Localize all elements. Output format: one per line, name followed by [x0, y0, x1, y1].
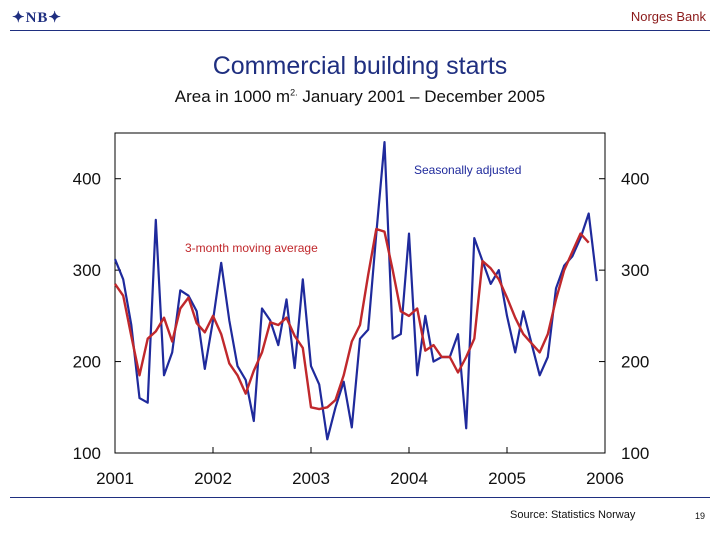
y-tick-label-left-300: 300: [73, 261, 101, 280]
annotation-ma-bg: [181, 239, 341, 257]
plot-frame: [114, 132, 606, 454]
subtitle-suffix: January 2001 – December 2005: [297, 87, 546, 106]
brand-name: Norges Bank: [630, 9, 706, 24]
x-tick-label-2004: 2004: [390, 469, 428, 488]
series-line-seasonally-adjusted: [113, 141, 598, 441]
x-tick-label-2001: 2001: [96, 469, 134, 488]
series-line-moving-average: [114, 227, 590, 411]
y-tick-label-left-100: 100: [73, 444, 101, 463]
chart-title: Commercial building starts: [212, 52, 508, 80]
chart-subtitle: Area in 1000 m2. January 2001 – December…: [0, 87, 720, 107]
page-number: 19: [695, 511, 706, 521]
y-tick-label-right-100: 100: [621, 444, 649, 463]
subtitle-superscript: 2.: [290, 87, 298, 98]
y-tick-label-left-400: 400: [73, 170, 101, 189]
y-tick-label-left-200: 200: [73, 353, 101, 372]
y-tick-label-right-200: 200: [621, 353, 649, 372]
y-tick-label-right-400: 400: [621, 170, 649, 189]
x-tick-label-2006: 2006: [586, 469, 624, 488]
annotation-seasonal-bg: [410, 161, 543, 179]
y-tick-label-right-300: 300: [621, 261, 649, 280]
header-divider: [10, 30, 710, 31]
x-tick-label-2003: 2003: [292, 469, 330, 488]
x-tick-label-2002: 2002: [194, 469, 232, 488]
subtitle-prefix: Area in 1000 m: [174, 87, 291, 106]
norges-bank-logo: ✦NB✦: [12, 10, 62, 26]
annotation-seasonally-adjusted: Seasonally adjusted: [414, 163, 521, 177]
source-note: Source: Statistics Norway: [510, 509, 636, 521]
footer-divider: [10, 497, 710, 498]
x-tick-label-2005: 2005: [488, 469, 526, 488]
annotation-moving-average: 3-month moving average: [185, 241, 318, 255]
